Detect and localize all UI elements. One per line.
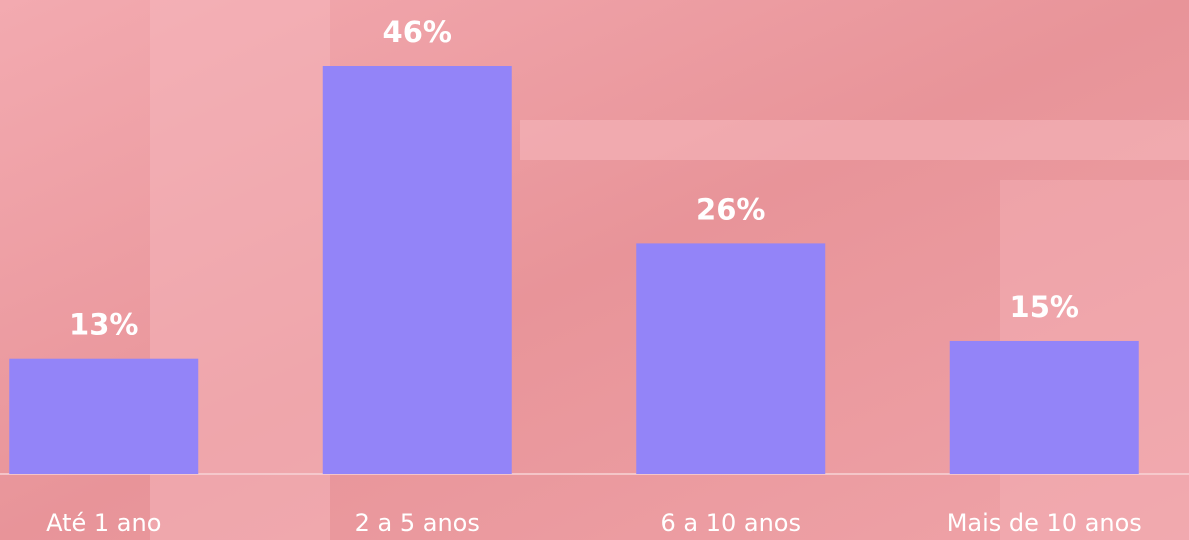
chart: Até 1 ano 13% 2 a 5 anos 46% 6 a 10 anos 26% M… xyxy=(0,0,1189,540)
x-tick-label: 2 a 5 anos xyxy=(355,509,480,537)
value-label: 26% xyxy=(696,192,765,226)
x-tick-label: Mais de 10 anos xyxy=(947,509,1142,537)
bar xyxy=(323,66,512,474)
value-label: 13% xyxy=(69,308,138,342)
bar xyxy=(9,359,198,474)
value-label: 15% xyxy=(1010,290,1079,324)
x-tick-label: 6 a 10 anos xyxy=(660,509,801,537)
x-tick-label: Até 1 ano xyxy=(46,509,161,537)
value-label: 46% xyxy=(383,15,452,49)
background-shape xyxy=(520,120,1189,160)
bar xyxy=(950,341,1139,474)
bar xyxy=(636,243,825,474)
page: Até 1 ano 13% 2 a 5 anos 46% 6 a 10 anos 26% M… xyxy=(0,0,1189,540)
